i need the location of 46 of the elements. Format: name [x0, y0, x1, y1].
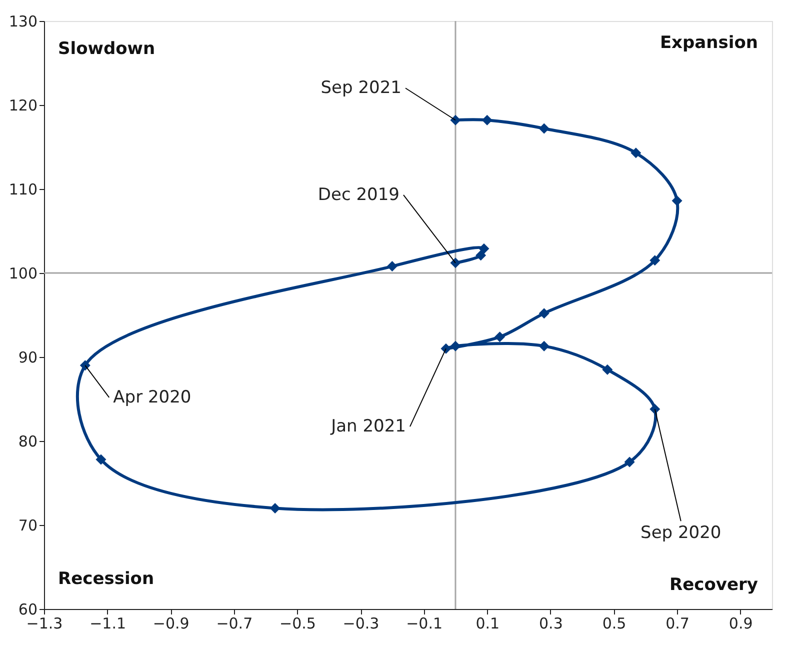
point	[494, 332, 506, 342]
y-tick-label: 90	[18, 348, 38, 366]
y-tick-label: 120	[8, 96, 38, 114]
annotation: Slowdown	[58, 39, 156, 59]
point	[538, 308, 550, 319]
point	[538, 340, 550, 352]
point	[440, 343, 452, 354]
annotation: Apr 2020	[113, 387, 192, 408]
annotation: Dec 2019	[318, 184, 400, 205]
x-tick-label: 0.1	[476, 614, 500, 632]
point	[270, 502, 280, 514]
annotation: Expansion	[660, 33, 758, 53]
x-tick-label: −0.7	[216, 614, 253, 632]
point	[624, 456, 635, 468]
y-tick-label: 80	[18, 432, 38, 450]
x-tick-label: −1.1	[90, 614, 126, 632]
point	[478, 243, 490, 254]
x-tick-label: 0.7	[666, 614, 690, 632]
point	[538, 123, 550, 134]
point	[650, 404, 660, 414]
y-tick-label: 130	[8, 12, 38, 30]
point	[482, 114, 492, 126]
point	[476, 250, 486, 261]
x-tick-label: −0.9	[152, 614, 190, 632]
point	[96, 454, 106, 465]
x-tick-label: 0.5	[602, 614, 626, 632]
annotation: Recovery	[670, 575, 758, 595]
annotation: Recession	[58, 569, 154, 589]
y-tick-label: 110	[8, 180, 38, 198]
point	[602, 364, 613, 375]
y-tick-label: 100	[8, 264, 38, 282]
annotation: Sep 2020	[640, 523, 722, 544]
y-tick-label: 70	[18, 516, 38, 534]
x-tick-label: 0.9	[728, 614, 753, 632]
x-tick-label: 0.3	[539, 614, 563, 632]
x-tick-label: −0.5	[280, 614, 316, 632]
x-tick-label: −0.1	[406, 614, 443, 632]
point	[386, 261, 398, 272]
point	[450, 114, 461, 126]
point	[630, 148, 642, 158]
annotation: Sep 2021	[320, 78, 402, 98]
annotation: Jan 2021	[330, 416, 406, 437]
point	[650, 255, 660, 266]
point	[672, 196, 682, 206]
point	[450, 258, 461, 268]
x-tick-label: −0.3	[342, 614, 380, 632]
